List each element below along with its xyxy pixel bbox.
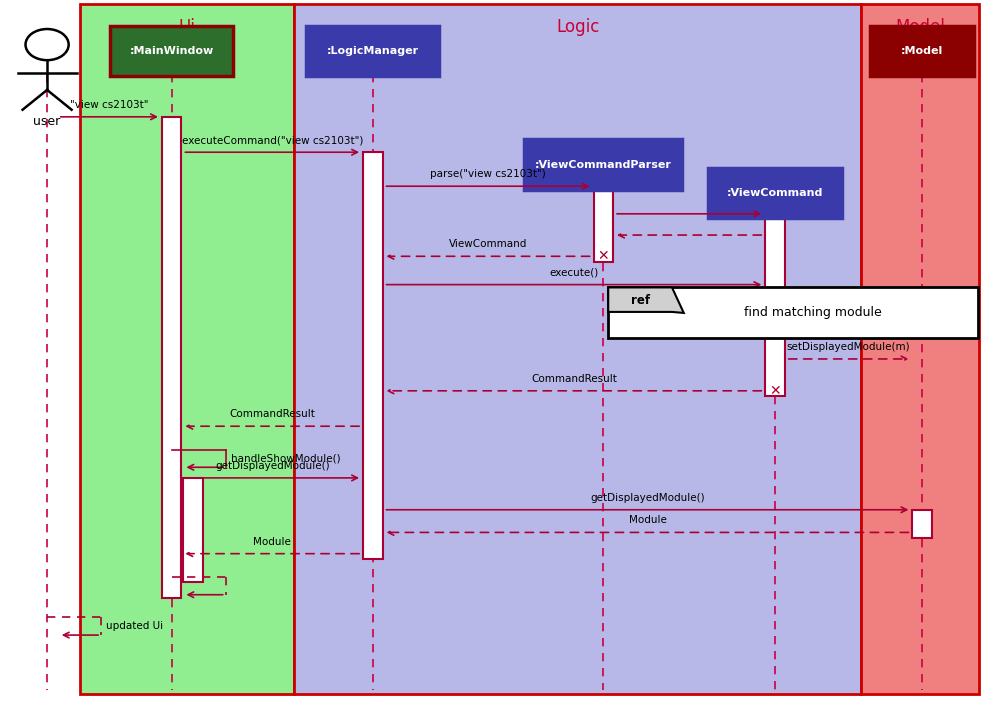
Bar: [80, 4, 294, 694]
Text: ✕: ✕: [597, 249, 609, 263]
Bar: [594, 186, 613, 262]
Text: execute(): execute(): [549, 268, 598, 278]
FancyBboxPatch shape: [306, 26, 439, 76]
Text: :Model: :Model: [901, 46, 944, 57]
FancyBboxPatch shape: [110, 26, 233, 76]
Text: getDisplayedModule(): getDisplayedModule(): [215, 461, 330, 471]
Text: Ui: Ui: [179, 18, 196, 36]
Bar: [183, 478, 203, 582]
Bar: [608, 287, 978, 338]
Text: updated Ui: updated Ui: [106, 621, 163, 632]
Text: CommandResult: CommandResult: [230, 409, 315, 419]
Text: Model: Model: [896, 18, 945, 36]
Text: parse("view cs2103t"): parse("view cs2103t"): [431, 169, 545, 179]
Bar: [162, 117, 181, 598]
Text: CommandResult: CommandResult: [531, 374, 617, 384]
Text: "view cs2103t": "view cs2103t": [70, 100, 149, 110]
Text: Logic: Logic: [556, 18, 599, 36]
Text: setDisplayedModule(m): setDisplayedModule(m): [787, 342, 910, 352]
FancyBboxPatch shape: [870, 26, 974, 76]
Text: user: user: [33, 115, 61, 128]
Bar: [294, 4, 861, 694]
Text: executeCommand("view cs2103t"): executeCommand("view cs2103t"): [181, 135, 363, 145]
Text: handleShowModule(): handleShowModule(): [231, 453, 340, 464]
Bar: [363, 152, 383, 559]
Bar: [912, 510, 932, 538]
Text: Module: Module: [253, 537, 291, 547]
FancyBboxPatch shape: [524, 139, 683, 190]
Text: ✕: ✕: [769, 384, 781, 398]
Bar: [765, 214, 785, 396]
Bar: [861, 4, 979, 694]
Text: :MainWindow: :MainWindow: [129, 46, 214, 57]
Text: ViewCommand: ViewCommand: [449, 239, 527, 249]
Text: :ViewCommandParser: :ViewCommandParser: [535, 159, 672, 170]
Text: :ViewCommand: :ViewCommand: [727, 188, 823, 198]
Text: Module: Module: [629, 515, 666, 525]
Text: getDisplayedModule(): getDisplayedModule(): [591, 493, 704, 503]
Text: :LogicManager: :LogicManager: [327, 46, 419, 57]
FancyBboxPatch shape: [708, 168, 842, 218]
Text: ref: ref: [631, 294, 649, 307]
Text: find matching module: find matching module: [744, 307, 882, 319]
Polygon shape: [608, 287, 684, 313]
